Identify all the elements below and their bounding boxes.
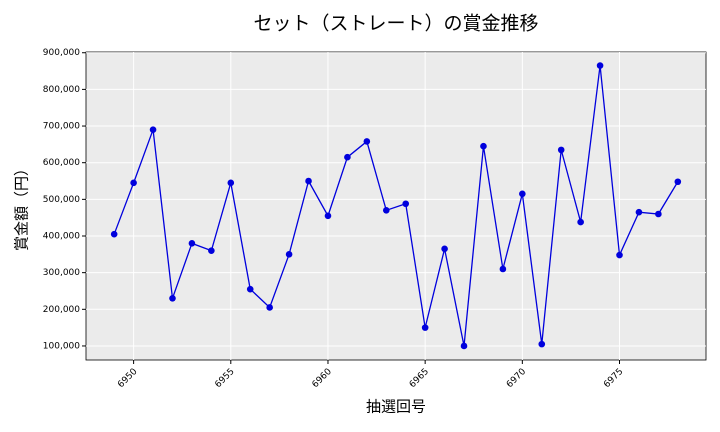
y-tick-label: 100,000 xyxy=(43,341,80,351)
point xyxy=(285,251,293,258)
x-tick-label: 6970 xyxy=(505,367,528,390)
point xyxy=(227,179,235,187)
point xyxy=(149,126,157,134)
point xyxy=(130,179,137,187)
point xyxy=(635,208,643,216)
point xyxy=(596,62,604,69)
point xyxy=(557,146,565,154)
point xyxy=(480,142,487,150)
x-tick-label: 6950 xyxy=(116,367,139,390)
x-tick-label: 6960 xyxy=(311,367,334,390)
point xyxy=(266,304,273,311)
chart-title: セット（ストレート）の賞金推移 xyxy=(253,13,538,35)
point xyxy=(421,324,429,331)
point xyxy=(188,240,196,247)
point xyxy=(441,245,448,253)
point xyxy=(674,178,682,186)
point xyxy=(305,177,312,185)
y-tick-label: 300,000 xyxy=(43,268,80,278)
point xyxy=(246,285,254,293)
point xyxy=(519,190,526,198)
point xyxy=(169,295,176,302)
point xyxy=(460,342,468,350)
point xyxy=(363,138,371,145)
x-tick-label: 6965 xyxy=(408,367,431,390)
point xyxy=(538,340,546,348)
y-tick-label: 900,000 xyxy=(43,48,80,58)
y-tick-label: 800,000 xyxy=(43,85,80,95)
x-tick-label: 6955 xyxy=(213,367,236,390)
y-tick-label: 500,000 xyxy=(43,195,80,205)
point xyxy=(577,218,584,226)
point xyxy=(382,207,390,214)
x-axis-label: 抽選回号 xyxy=(366,398,426,416)
y-tick-label: 600,000 xyxy=(43,158,80,168)
y-tick-label: 200,000 xyxy=(43,305,80,315)
y-tick-label: 700,000 xyxy=(43,122,80,132)
y-axis-label: 賞金額（円） xyxy=(13,161,31,251)
x-tick-label: 6975 xyxy=(602,367,625,390)
line xyxy=(113,65,679,347)
point xyxy=(344,153,351,161)
plot-area xyxy=(85,51,707,361)
point xyxy=(324,212,332,220)
point xyxy=(499,265,507,273)
y-tick-label: 400,000 xyxy=(43,232,80,242)
point xyxy=(110,230,118,238)
point xyxy=(655,210,662,218)
point xyxy=(208,247,215,254)
point xyxy=(616,251,623,259)
point xyxy=(402,200,410,208)
